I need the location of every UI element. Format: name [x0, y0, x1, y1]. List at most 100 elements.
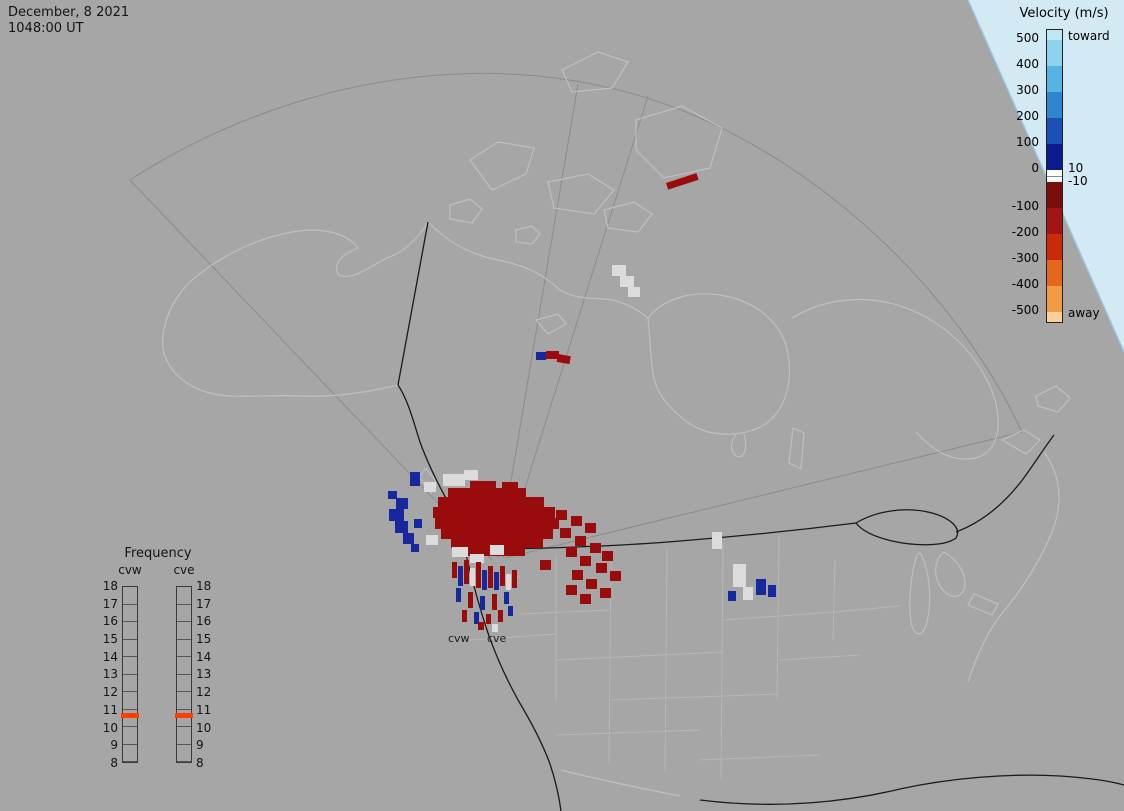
velocity-cell-r: [498, 610, 503, 622]
velocity-cell-b: [395, 521, 408, 533]
velocity-cell-w: [424, 482, 436, 492]
velocity-cell-b: [389, 509, 404, 521]
velocity-cell-w: [452, 547, 468, 557]
velocity-cell-r: [560, 528, 571, 538]
colorbar-segment: [1047, 66, 1062, 92]
frequency-tick: 14: [102, 650, 118, 664]
arctic-islands: [449, 51, 723, 245]
frequency-tick: 16: [102, 614, 118, 628]
velocity-cell-b: [494, 572, 499, 590]
velocity-tick: 0: [1031, 161, 1039, 175]
velocity-tick: -200: [1011, 225, 1039, 239]
colorbar-segment: [1047, 234, 1062, 260]
colorbar-segment: [1047, 118, 1062, 144]
velocity-cell-b: [482, 570, 487, 590]
velocity-tick: 400: [1016, 57, 1039, 71]
velocity-cell-b: [456, 588, 461, 602]
velocity-cell-r: [435, 518, 559, 529]
velocity-cell-b: [536, 352, 546, 360]
toward-label: toward: [1068, 29, 1110, 43]
time-label: 1048:00 UT: [8, 20, 84, 36]
frequency-tick: 13: [196, 667, 212, 681]
velocity-cell-b: [388, 491, 397, 499]
date-label: December, 8 2021: [8, 5, 130, 20]
colorbar-segment: [1047, 40, 1062, 66]
velocity-cell-w: [506, 574, 511, 590]
colorbar-segment: [1047, 144, 1062, 170]
velocity-cell-r: [500, 566, 505, 586]
velocity-cell-r: [433, 507, 555, 518]
velocity-cell-r: [575, 536, 586, 546]
colorbar-segment: [1047, 312, 1062, 322]
velocity-cell-r: [540, 560, 551, 570]
velocity-cell-b: [508, 606, 513, 616]
radar-fov-outline: [129, 73, 1023, 561]
colorbar-zero-band: [1047, 170, 1062, 182]
coastlines: [162, 221, 1071, 797]
frequency-legend: Frequency cvw cve 18 17 16 15 14 13 12 1…: [92, 546, 224, 776]
cve-frequency-marker: [175, 713, 193, 718]
velocity-cell-r: [566, 585, 577, 595]
frequency-tick: 11: [102, 703, 118, 717]
cve-column-label: cve: [173, 563, 195, 577]
velocity-cell-w: [628, 287, 640, 297]
velocity-legend-title: Velocity (m/s): [1019, 6, 1109, 21]
away-label: away: [1068, 306, 1100, 320]
velocity-cell-r: [512, 570, 517, 588]
frequency-tick: 11: [196, 703, 212, 717]
pos-zero-label: 10: [1068, 161, 1084, 175]
frequency-tick: 17: [196, 597, 212, 611]
velocity-tick: 500: [1016, 31, 1039, 45]
velocity-cell-r: [666, 173, 699, 190]
velocity-cell-b: [396, 498, 408, 509]
velocity-cell-r: [556, 354, 571, 365]
velocity-cell-b: [411, 544, 419, 552]
velocity-cell-b: [414, 519, 422, 528]
site-label-cve: cve: [487, 632, 507, 645]
cve-frequency-bar: [175, 586, 193, 763]
velocity-cell-r: [556, 510, 567, 520]
frequency-tick: 18: [102, 579, 118, 593]
frequency-tick: 8: [110, 756, 118, 770]
velocity-cell-w: [620, 276, 634, 287]
site-label-cvw: cvw: [448, 632, 470, 645]
velocity-cell-b: [403, 533, 414, 544]
colorbar-segment: [1047, 182, 1062, 208]
colorbar-segment: [1047, 286, 1062, 312]
velocity-cell-w: [492, 624, 498, 632]
cve-tick-labels: 18 17 16 15 14 13 12 11 10 9 8: [196, 580, 222, 769]
frequency-tick: 9: [196, 738, 204, 752]
velocity-cell-w: [470, 568, 475, 586]
velocity-cell-r: [438, 497, 544, 507]
velocity-cell-w: [443, 474, 465, 486]
velocity-tick-labels: 500 400 300 200 100 0 -100 -200 -300 -40…: [1008, 29, 1042, 321]
colorbar-segment: [1047, 30, 1062, 40]
colorbar-segment: [1047, 92, 1062, 118]
velocity-cell-w: [426, 535, 438, 545]
velocity-cell-w: [470, 554, 484, 563]
cvw-frequency-marker: [121, 713, 139, 718]
colorbar-segment: [1047, 208, 1062, 234]
frequency-tick: 16: [196, 614, 212, 628]
velocity-cell-r: [585, 523, 596, 533]
velocity-tick: 100: [1016, 135, 1039, 149]
velocity-colorbar: [1046, 29, 1063, 323]
frequency-tick: 15: [102, 632, 118, 646]
velocity-cell-b: [410, 472, 420, 486]
frequency-tick: 13: [102, 667, 118, 681]
velocity-tick: 200: [1016, 109, 1039, 123]
velocity-cell-r: [470, 481, 496, 489]
frequency-tick: 14: [196, 650, 212, 664]
velocity-cell-r: [448, 488, 526, 497]
velocity-cell-r: [602, 551, 613, 561]
velocity-cell-b: [504, 592, 509, 604]
velocity-cell-r: [486, 614, 491, 624]
velocity-cell-b: [458, 566, 463, 586]
frequency-tick: 12: [196, 685, 212, 699]
velocity-cell-w: [490, 545, 504, 555]
frequency-tick: 18: [196, 579, 212, 593]
colorbar-segment: [1047, 260, 1062, 286]
neg-zero-label: -10: [1068, 174, 1088, 188]
velocity-cell-w: [743, 587, 753, 600]
velocity-cell-b: [480, 596, 485, 610]
